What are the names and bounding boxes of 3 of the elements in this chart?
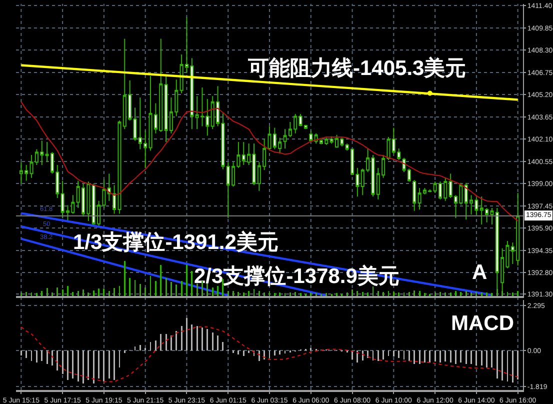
annotation: A xyxy=(472,261,488,284)
annotation: MACD xyxy=(451,312,514,335)
annotation: 可能阻力线-1405.3美元 xyxy=(247,56,466,80)
